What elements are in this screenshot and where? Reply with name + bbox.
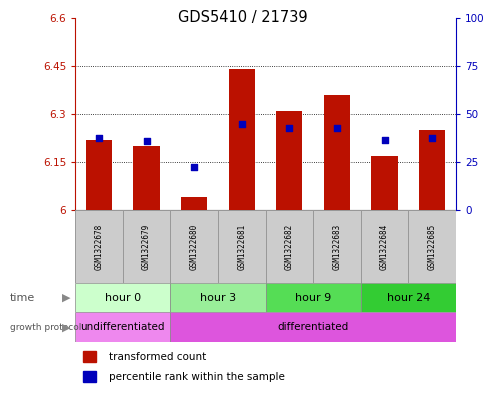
Text: transformed count: transformed count xyxy=(109,351,206,362)
Point xyxy=(95,135,103,141)
Text: ▶: ▶ xyxy=(61,293,70,303)
Text: hour 24: hour 24 xyxy=(386,293,429,303)
Text: undifferentiated: undifferentiated xyxy=(80,322,165,332)
Bar xyxy=(313,210,360,283)
Bar xyxy=(83,371,96,382)
Bar xyxy=(276,111,302,210)
Text: GSM1322679: GSM1322679 xyxy=(142,224,151,270)
Bar xyxy=(217,210,265,283)
Point xyxy=(333,125,340,132)
Point xyxy=(427,135,435,141)
Text: growth protocol: growth protocol xyxy=(10,323,81,332)
Bar xyxy=(75,283,170,312)
Text: GDS5410 / 21739: GDS5410 / 21739 xyxy=(177,10,307,25)
Bar xyxy=(75,210,122,283)
Text: GSM1322680: GSM1322680 xyxy=(189,224,198,270)
Text: GSM1322678: GSM1322678 xyxy=(94,224,103,270)
Bar xyxy=(360,210,408,283)
Text: differentiated: differentiated xyxy=(277,322,348,332)
Bar xyxy=(75,312,170,342)
Bar xyxy=(265,283,360,312)
Bar xyxy=(418,130,444,210)
Bar xyxy=(170,210,217,283)
Bar xyxy=(86,140,112,210)
Text: hour 0: hour 0 xyxy=(105,293,140,303)
Text: hour 3: hour 3 xyxy=(199,293,236,303)
Bar xyxy=(170,283,265,312)
Bar xyxy=(181,197,207,210)
Point xyxy=(380,136,388,143)
Bar xyxy=(408,210,455,283)
Bar xyxy=(122,210,170,283)
Text: GSM1322681: GSM1322681 xyxy=(237,224,246,270)
Point xyxy=(190,164,197,170)
Bar xyxy=(371,156,397,210)
Bar xyxy=(170,312,455,342)
Bar xyxy=(83,351,96,362)
Bar xyxy=(265,210,313,283)
Point xyxy=(285,125,293,132)
Text: time: time xyxy=(10,293,35,303)
Text: GSM1322684: GSM1322684 xyxy=(379,224,388,270)
Text: percentile rank within the sample: percentile rank within the sample xyxy=(109,372,285,382)
Text: GSM1322682: GSM1322682 xyxy=(284,224,293,270)
Text: ▶: ▶ xyxy=(61,322,70,332)
Bar xyxy=(323,95,349,210)
Point xyxy=(237,121,245,127)
Text: GSM1322685: GSM1322685 xyxy=(427,224,436,270)
Point xyxy=(142,138,150,144)
Bar xyxy=(133,146,159,210)
Text: GSM1322683: GSM1322683 xyxy=(332,224,341,270)
Text: hour 9: hour 9 xyxy=(294,293,331,303)
Bar xyxy=(228,69,254,210)
Bar xyxy=(360,283,455,312)
